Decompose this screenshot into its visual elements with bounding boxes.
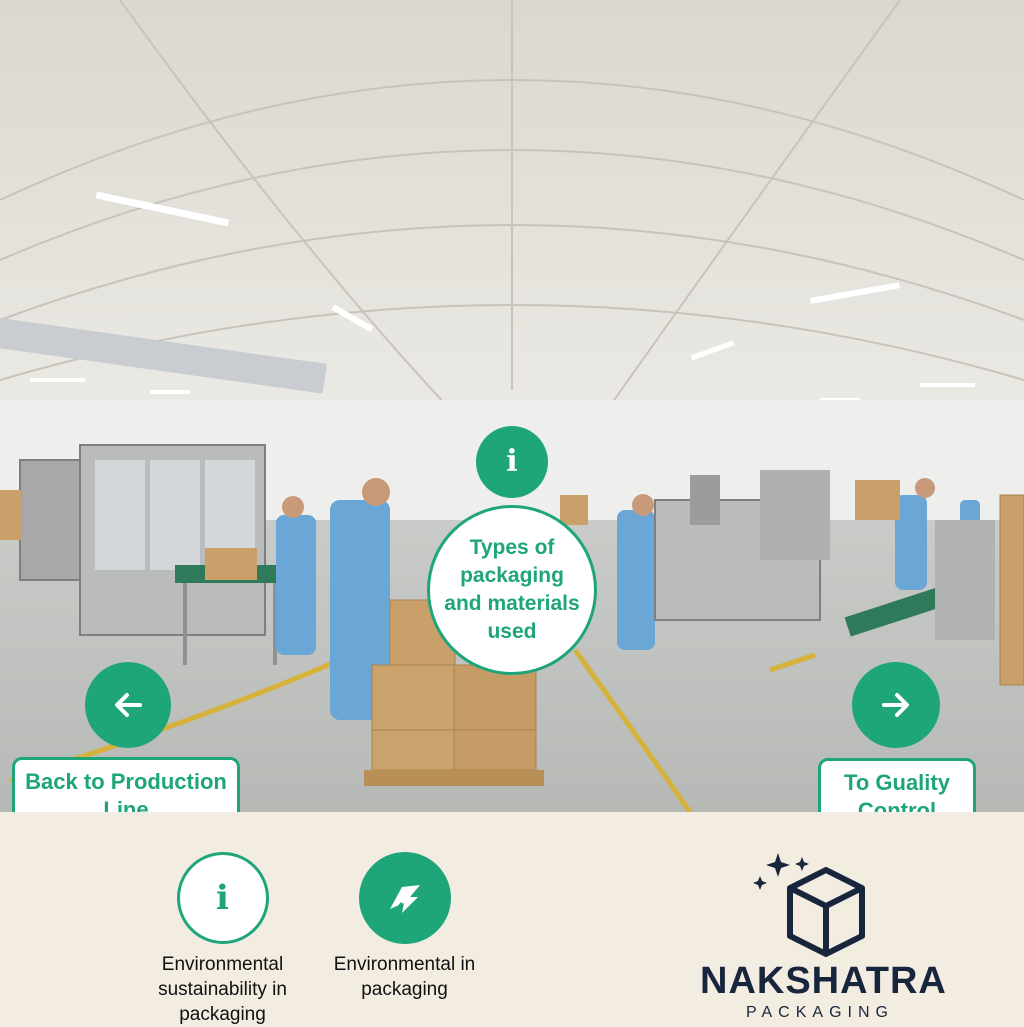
- info-hotspot-button[interactable]: i: [476, 426, 548, 498]
- factory-floor-illustration: [0, 0, 1024, 812]
- tray-item-label: Environmental in packaging: [333, 954, 476, 1000]
- box-logo-icon: [753, 853, 865, 957]
- brand-tagline: PACKAGING: [746, 1004, 894, 1021]
- arrow-right-icon: [882, 693, 909, 717]
- recycle-leaf-icon: [358, 852, 451, 944]
- bottom-tray: [0, 812, 1024, 1024]
- next-arrow-button[interactable]: [852, 662, 940, 748]
- back-nav-label: Back to Production Line: [25, 769, 227, 822]
- brand-name: NAKSHATRA: [700, 960, 947, 1002]
- tray-item-environmental[interactable]: Environmental in packaging: [322, 852, 487, 1002]
- brand-block: NAKSHATRA PACKAGING: [700, 848, 947, 1024]
- info-icon: i: [506, 444, 518, 479]
- tray-item-label: Environmental sustainability in packagin…: [158, 954, 287, 1025]
- info-icon: i: [176, 852, 269, 944]
- info-bubble-packaging-types[interactable]: Types of packaging and materials used: [427, 505, 597, 675]
- info-bubble-text: Types of packaging and materials used: [444, 536, 580, 643]
- back-arrow-button[interactable]: [85, 662, 171, 748]
- tray-item-sustainability[interactable]: i Environmental sustainability in packag…: [140, 852, 305, 1027]
- arrow-left-icon: [115, 693, 142, 717]
- panorama-scene[interactable]: [0, 0, 1024, 812]
- next-nav-label: To Guality Control: [844, 770, 950, 823]
